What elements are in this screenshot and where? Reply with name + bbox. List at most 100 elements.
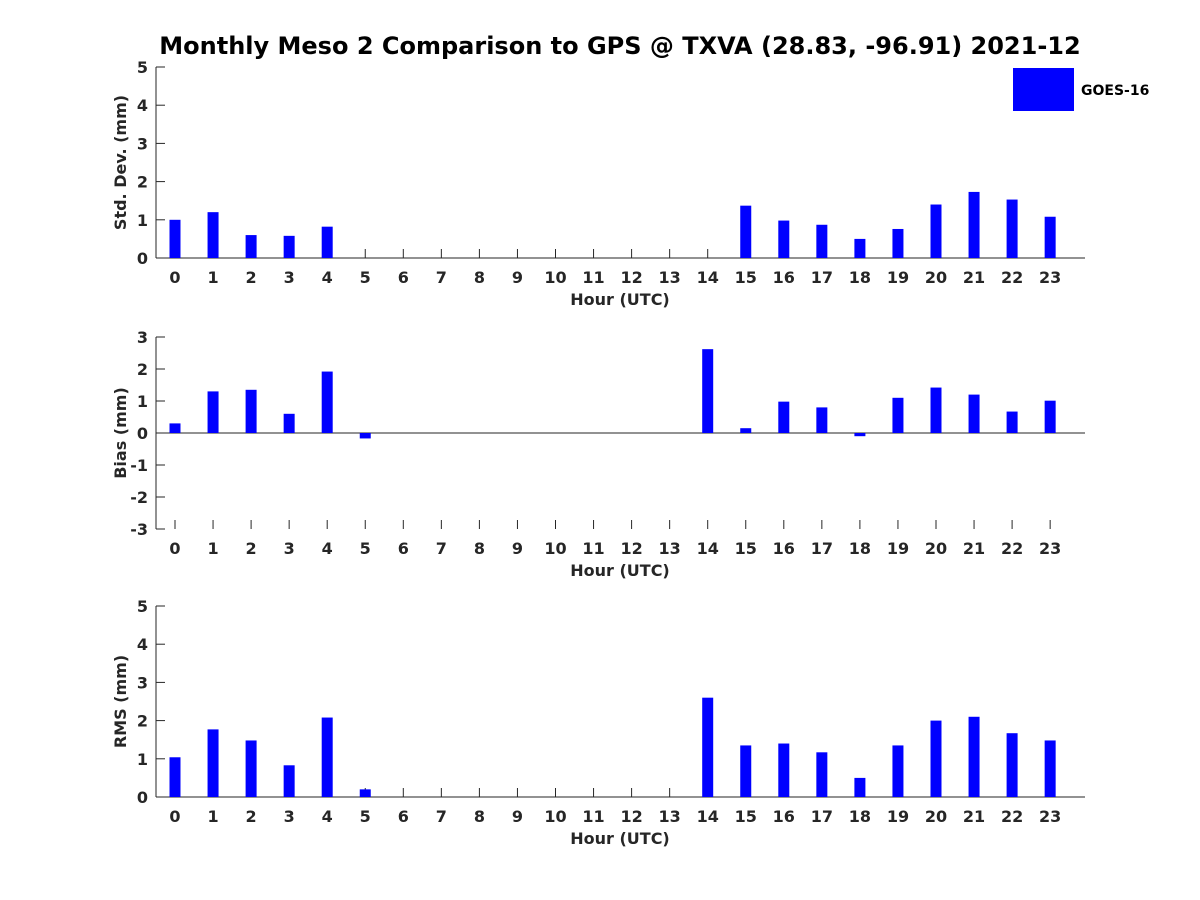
x-tick-label: 11 <box>582 539 604 558</box>
y-tick-label: 4 <box>137 96 148 115</box>
bar <box>740 745 752 797</box>
x-tick-label: 6 <box>398 807 409 826</box>
bar <box>169 219 181 258</box>
x-tick-label: 22 <box>1001 268 1023 287</box>
bar <box>321 717 333 797</box>
x-tick-label: 6 <box>398 268 409 287</box>
bar <box>968 716 980 797</box>
bar <box>283 765 295 797</box>
bar <box>321 226 333 258</box>
bar <box>816 407 828 433</box>
bar <box>283 235 295 258</box>
x-tick-label: 16 <box>773 268 795 287</box>
bar <box>816 752 828 797</box>
x-tick-label: 7 <box>436 539 447 558</box>
x-tick-label: 2 <box>246 807 257 826</box>
x-tick-label: 9 <box>512 807 523 826</box>
x-tick-label: 20 <box>925 807 947 826</box>
x-axis-label: Hour (UTC) <box>570 561 670 580</box>
legend: GOES-16 <box>1013 68 1149 111</box>
x-tick-label: 18 <box>849 539 871 558</box>
bar <box>283 413 295 433</box>
bar <box>169 423 181 433</box>
x-tick-label: 12 <box>620 539 642 558</box>
x-tick-label: 12 <box>620 268 642 287</box>
x-tick-label: 20 <box>925 268 947 287</box>
y-tick-label: 2 <box>137 712 148 731</box>
bar <box>892 397 904 433</box>
x-tick-label: 1 <box>207 539 218 558</box>
x-tick-label: 8 <box>474 268 485 287</box>
y-tick-label: 1 <box>137 392 148 411</box>
y-tick-label: 2 <box>137 173 148 192</box>
y-tick-label: 3 <box>137 328 148 347</box>
x-tick-label: 23 <box>1039 539 1061 558</box>
x-tick-label: 12 <box>620 807 642 826</box>
x-tick-label: 16 <box>773 539 795 558</box>
x-tick-label: 17 <box>811 807 833 826</box>
x-tick-label: 11 <box>582 268 604 287</box>
x-tick-label: 17 <box>811 268 833 287</box>
y-tick-label: 3 <box>137 134 148 153</box>
x-tick-label: 4 <box>322 807 333 826</box>
bar <box>854 433 866 437</box>
x-tick-label: 14 <box>697 539 719 558</box>
bar <box>816 224 828 258</box>
x-tick-label: 11 <box>582 807 604 826</box>
x-tick-label: 3 <box>284 807 295 826</box>
bar <box>968 191 980 258</box>
x-tick-label: 23 <box>1039 807 1061 826</box>
bar <box>245 389 257 433</box>
x-tick-label: 1 <box>207 807 218 826</box>
y-axis-label: Std. Dev. (mm) <box>111 95 130 230</box>
x-tick-label: 4 <box>322 268 333 287</box>
bar <box>702 697 714 797</box>
y-tick-label: 1 <box>137 750 148 769</box>
x-tick-label: 0 <box>169 268 180 287</box>
x-tick-label: 3 <box>284 268 295 287</box>
bar <box>854 238 866 258</box>
x-tick-label: 2 <box>246 268 257 287</box>
bar <box>930 720 942 797</box>
x-tick-label: 18 <box>849 807 871 826</box>
x-tick-label: 13 <box>659 539 681 558</box>
y-tick-label: 5 <box>137 597 148 616</box>
x-tick-label: 1 <box>207 268 218 287</box>
x-tick-label: 0 <box>169 807 180 826</box>
x-tick-label: 6 <box>398 539 409 558</box>
x-tick-label: 2 <box>246 539 257 558</box>
x-tick-label: 21 <box>963 539 985 558</box>
bar <box>207 391 219 433</box>
y-tick-label: 2 <box>137 360 148 379</box>
x-axis-label: Hour (UTC) <box>570 829 670 848</box>
bar <box>1006 411 1018 433</box>
y-tick-label: 4 <box>137 635 148 654</box>
x-tick-label: 9 <box>512 539 523 558</box>
y-tick-label: -1 <box>130 456 148 475</box>
bar <box>968 394 980 433</box>
bar <box>778 401 790 433</box>
y-tick-label: 1 <box>137 211 148 230</box>
y-tick-label: -3 <box>130 520 148 539</box>
x-tick-label: 21 <box>963 268 985 287</box>
legend-swatch <box>1013 68 1074 111</box>
x-tick-label: 15 <box>735 539 757 558</box>
bar <box>207 212 219 258</box>
x-tick-label: 5 <box>360 268 371 287</box>
chart-title: Monthly Meso 2 Comparison to GPS @ TXVA … <box>159 32 1080 60</box>
bar <box>778 743 790 797</box>
x-tick-label: 13 <box>659 807 681 826</box>
x-tick-label: 19 <box>887 268 909 287</box>
x-tick-label: 7 <box>436 807 447 826</box>
x-axis-label: Hour (UTC) <box>570 290 670 309</box>
bar <box>207 729 219 797</box>
x-tick-label: 14 <box>697 268 719 287</box>
bar <box>854 777 866 797</box>
bar <box>892 745 904 797</box>
y-tick-label: 3 <box>137 673 148 692</box>
x-tick-label: 5 <box>360 539 371 558</box>
